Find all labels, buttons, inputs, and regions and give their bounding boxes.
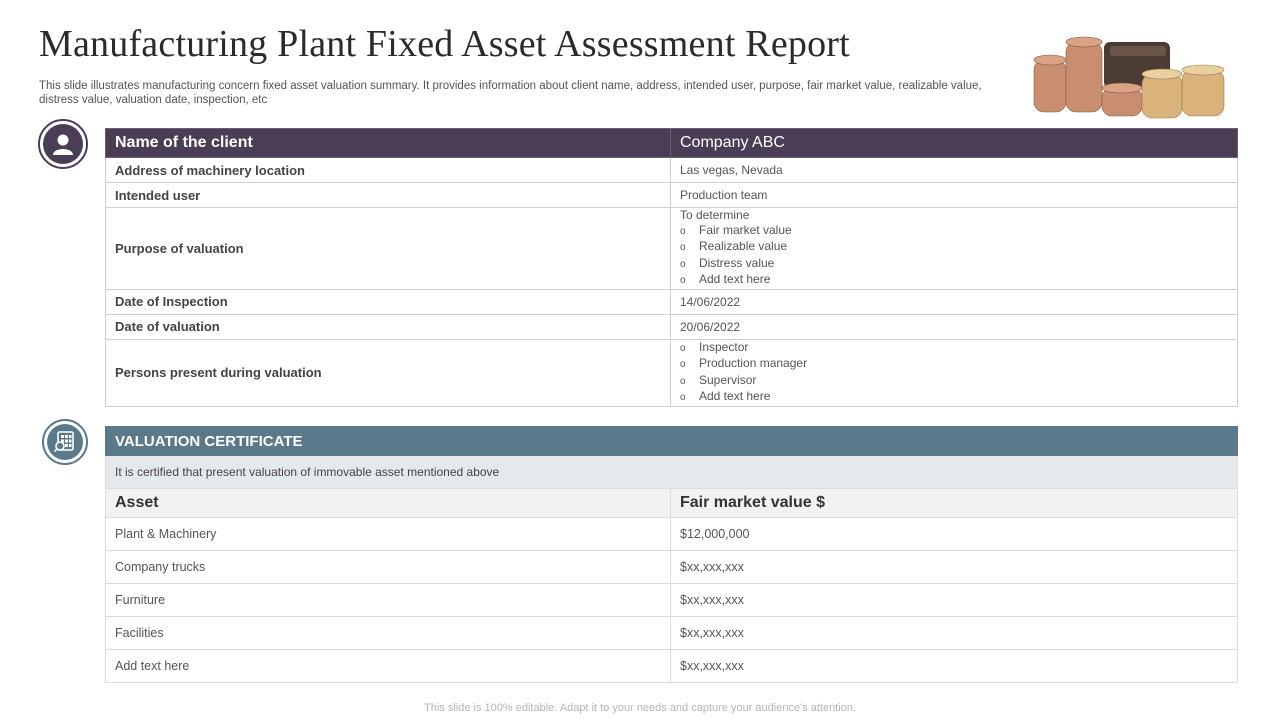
intended-user-value: Production team [670,182,1238,208]
asset-column-header: Asset [105,488,671,518]
user-icon [38,119,88,169]
page-title: Manufacturing Plant Fixed Asset Assessme… [39,23,850,65]
asset-value: $xx,xxx,xxx [670,583,1238,617]
asset-name: Company trucks [105,550,671,584]
valuation-certificate-table: VALUATION CERTIFICATE It is certified th… [105,426,1238,683]
page-subtitle: This slide illustrates manufacturing con… [39,80,982,106]
intended-user-label: Intended user [105,182,671,208]
inspection-date-label: Date of Inspection [105,288,671,315]
asset-name: Add text here [105,649,671,683]
address-value: Las vegas, Nevada [670,157,1238,183]
coins-wallet-icon [1033,36,1225,119]
client-name-value: Company ABC [670,128,1238,158]
table-row: Plant & Machinery $12,000,000 [105,517,1238,551]
table-row: Persons present during valuation o Inspec… [105,338,1238,407]
purpose-value: To determine o Fair market value o Realiza… [670,207,1238,290]
list-item: o Add text here [680,389,771,403]
list-item: o Distress value [680,255,775,270]
certificate-header: VALUATION CERTIFICATE [105,426,1238,456]
asset-value: $xx,xxx,xxx [670,616,1238,650]
purpose-lead: To determine [680,208,750,222]
client-table-header: Name of the client Company ABC [105,128,1238,158]
certificate-title: VALUATION CERTIFICATE [105,426,1238,456]
table-row: Purpose of valuation To determine o Fair … [105,207,1238,290]
purpose-list: o Fair market value o Realizable value o Di… [680,223,1228,289]
list-item: o Realizable value [680,239,788,253]
list-item: o Fair market value [680,222,792,237]
asset-value: $xx,xxx,xxx [670,649,1238,683]
valuation-date-value: 20/06/2022 [670,313,1238,340]
asset-value: $12,000,000 [670,517,1238,551]
table-row: Address of machinery location Las vegas,… [105,157,1238,183]
table-row: Date of Inspection 14/06/2022 [105,288,1238,315]
valuation-date-label: Date of valuation [105,313,671,340]
list-item: o Inspector [680,339,749,354]
client-name-label: Name of the client [105,128,671,158]
asset-name: Facilities [105,616,671,650]
table-row: Date of valuation 20/06/2022 [105,313,1238,340]
list-item: o Production manager [680,356,808,370]
persons-present-value: o Inspector o Production manager o Supervis… [670,338,1238,407]
persons-present-label: Persons present during valuation [105,338,671,407]
footer-note: This slide is 100% editable. Adapt it to… [424,702,856,714]
address-label: Address of machinery location [105,157,671,183]
purpose-label: Purpose of valuation [105,207,671,290]
asset-value: $xx,xxx,xxx [670,550,1238,584]
table-row: Company trucks $xx,xxx,xxx [105,550,1238,584]
fair-market-value-column-header: Fair market value $ [670,488,1238,518]
persons-list: o Inspector o Production manager o Supervis… [680,340,1228,406]
calculator-search-icon [42,419,88,465]
list-item: o Supervisor [680,372,757,387]
table-row: Intended user Production team [105,182,1238,208]
client-table: Name of the client Company ABC Address o… [105,128,1238,407]
asset-name: Plant & Machinery [105,517,671,551]
inspection-date-value: 14/06/2022 [670,288,1238,315]
certificate-column-headers: Asset Fair market value $ [105,488,1238,518]
table-row: Furniture $xx,xxx,xxx [105,583,1238,617]
list-item: o Add text here [680,272,771,286]
asset-name: Furniture [105,583,671,617]
table-row: Facilities $xx,xxx,xxx [105,616,1238,650]
certificate-statement: It is certified that present valuation o… [105,455,1238,489]
certificate-statement-row: It is certified that present valuation o… [105,455,1238,489]
table-row: Add text here $xx,xxx,xxx [105,649,1238,683]
